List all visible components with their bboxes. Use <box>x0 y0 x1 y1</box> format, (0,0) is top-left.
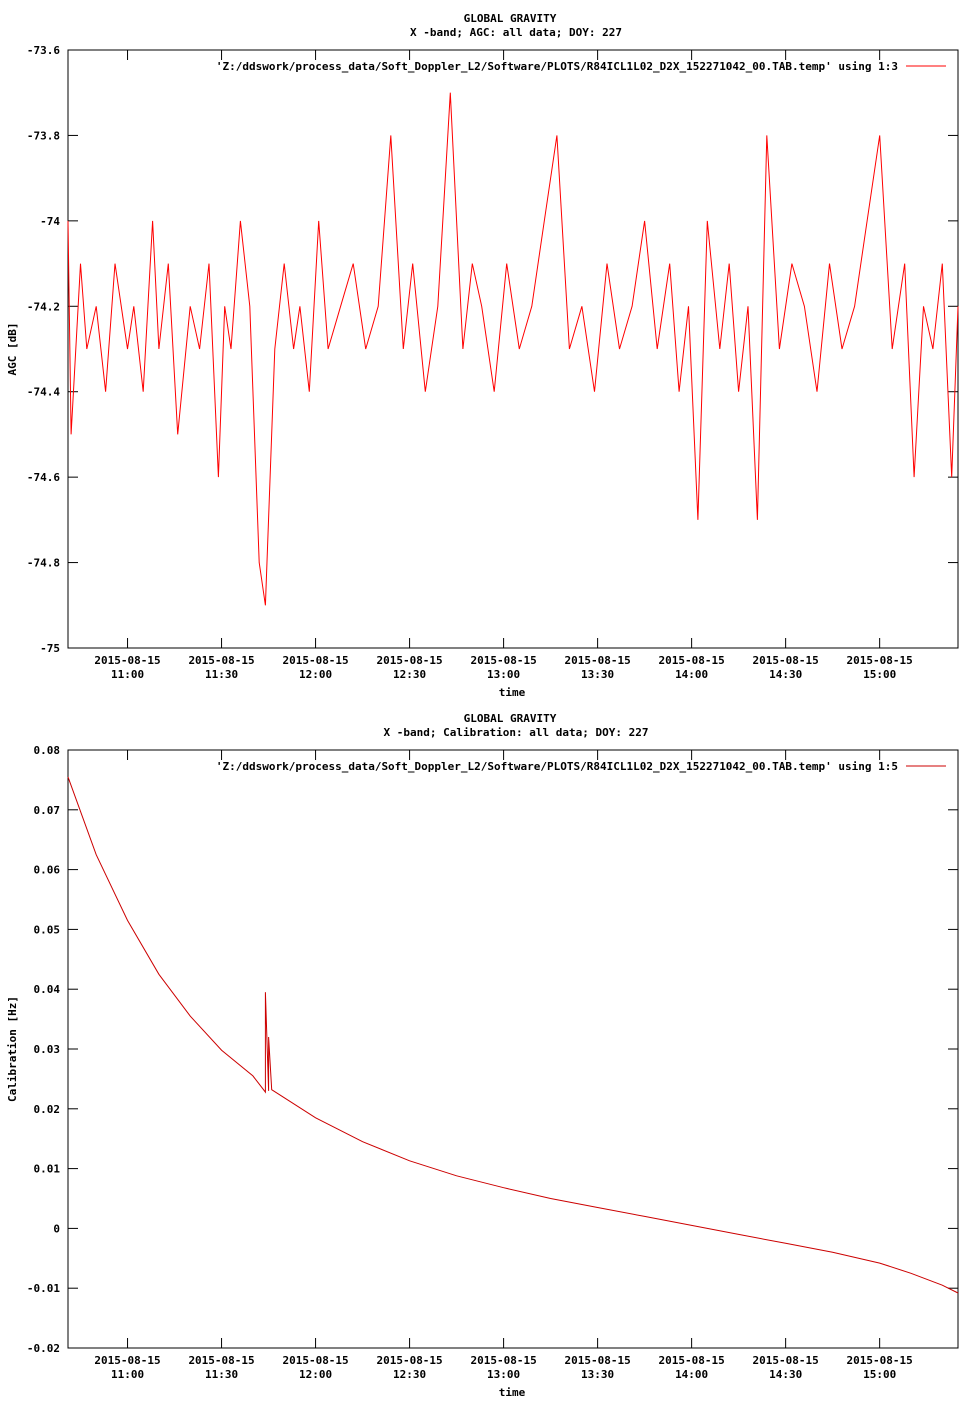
y-axis: -73.6 -73.8 -74 -74.2 -74.4 -74.6 -74.8 -75 <box>27 44 958 655</box>
y-tick-label: 0.01 <box>34 1163 61 1176</box>
y-tick-label: -0.02 <box>27 1342 60 1355</box>
x-tick-time-label: 12:00 <box>299 1368 332 1381</box>
x-tick-time-label: 11:00 <box>111 1368 144 1381</box>
x-tick-date-label: 2015-08-15 <box>376 1354 442 1367</box>
y-tick-label: -0.01 <box>27 1282 60 1295</box>
y-tick-label: -73.6 <box>27 44 60 57</box>
y-tick-label: 0.06 <box>34 864 61 877</box>
x-tick-date-label: 2015-08-15 <box>94 654 160 667</box>
y-tick-label: -74.2 <box>27 300 60 313</box>
x-tick-date-label: 2015-08-15 <box>847 654 913 667</box>
y-tick-label: 0.08 <box>34 744 61 757</box>
y-tick-label: -73.8 <box>27 129 60 142</box>
y-tick-label: 0.03 <box>34 1043 61 1056</box>
y-tick-label: -74 <box>40 215 60 228</box>
x-tick-time-label: 12:30 <box>393 1368 426 1381</box>
x-tick-date-label: 2015-08-15 <box>470 654 536 667</box>
x-axis: 2015-08-1511:002015-08-1511:302015-08-15… <box>94 750 913 1381</box>
series-line-calibration <box>67 776 959 1294</box>
plot-frame <box>67 749 959 1349</box>
x-tick-date-label: 2015-08-15 <box>470 1354 536 1367</box>
y-tick-label: 0.07 <box>34 804 61 817</box>
x-tick-time-label: 14:30 <box>769 1368 802 1381</box>
chart-title: GLOBAL GRAVITY <box>464 712 557 725</box>
y-tick-label: 0.04 <box>34 983 61 996</box>
x-tick-date-label: 2015-08-15 <box>94 1354 160 1367</box>
x-tick-time-label: 13:30 <box>581 668 614 681</box>
x-tick-date-label: 2015-08-15 <box>282 654 348 667</box>
x-tick-date-label: 2015-08-15 <box>564 654 630 667</box>
chart-subtitle: X -band; Calibration: all data; DOY: 227 <box>384 726 649 739</box>
x-axis-label: time <box>499 686 526 699</box>
x-tick-time-label: 11:00 <box>111 668 144 681</box>
x-tick-date-label: 2015-08-15 <box>753 1354 819 1367</box>
x-tick-time-label: 14:00 <box>675 1368 708 1381</box>
x-tick-date-label: 2015-08-15 <box>847 1354 913 1367</box>
x-axis-label: time <box>499 1386 526 1399</box>
y-axis-label: Calibration [Hz] <box>6 996 19 1102</box>
y-tick-label: 0.02 <box>34 1103 61 1116</box>
y-axis-label: AGC [dB] <box>6 323 19 376</box>
x-axis: 2015-08-1511:002015-08-1511:302015-08-15… <box>94 50 913 681</box>
x-tick-date-label: 2015-08-15 <box>376 654 442 667</box>
y-tick-label: -74.8 <box>27 557 60 570</box>
y-tick-label: 0.05 <box>34 923 61 936</box>
x-tick-time-label: 11:30 <box>205 1368 238 1381</box>
calibration-chart: GLOBAL GRAVITY X -band; Calibration: all… <box>6 712 959 1399</box>
x-tick-date-label: 2015-08-15 <box>188 654 254 667</box>
x-tick-time-label: 11:30 <box>205 668 238 681</box>
x-tick-time-label: 13:00 <box>487 668 520 681</box>
y-tick-label: -74.4 <box>27 386 60 399</box>
x-tick-time-label: 14:30 <box>769 668 802 681</box>
chart-subtitle: X -band; AGC: all data; DOY: 227 <box>410 26 622 39</box>
x-tick-date-label: 2015-08-15 <box>188 1354 254 1367</box>
x-tick-date-label: 2015-08-15 <box>282 1354 348 1367</box>
legend-entry-label: 'Z:/ddswork/process_data/Soft_Doppler_L2… <box>216 60 898 73</box>
x-tick-time-label: 13:00 <box>487 1368 520 1381</box>
x-tick-time-label: 15:00 <box>863 1368 896 1381</box>
agc-chart: GLOBAL GRAVITY X -band; AGC: all data; D… <box>6 12 959 699</box>
x-tick-time-label: 12:30 <box>393 668 426 681</box>
x-tick-time-label: 12:00 <box>299 668 332 681</box>
y-tick-label: 0 <box>53 1222 60 1235</box>
x-tick-time-label: 14:00 <box>675 668 708 681</box>
y-tick-label: -74.6 <box>27 471 60 484</box>
y-tick-label: -75 <box>40 642 60 655</box>
x-tick-time-label: 13:30 <box>581 1368 614 1381</box>
y-axis: 0.08 0.07 0.06 0.05 0.04 0.03 0.02 0.01 0 -0.01 -0… <box>27 744 958 1355</box>
chart-title: GLOBAL GRAVITY <box>464 12 557 25</box>
series-line-agc <box>67 92 959 606</box>
x-tick-time-label: 15:00 <box>863 668 896 681</box>
x-tick-date-label: 2015-08-15 <box>659 654 725 667</box>
plot-frame <box>67 49 959 649</box>
legend-entry-label: 'Z:/ddswork/process_data/Soft_Doppler_L2… <box>216 760 898 773</box>
x-tick-date-label: 2015-08-15 <box>659 1354 725 1367</box>
x-tick-date-label: 2015-08-15 <box>564 1354 630 1367</box>
x-tick-date-label: 2015-08-15 <box>753 654 819 667</box>
